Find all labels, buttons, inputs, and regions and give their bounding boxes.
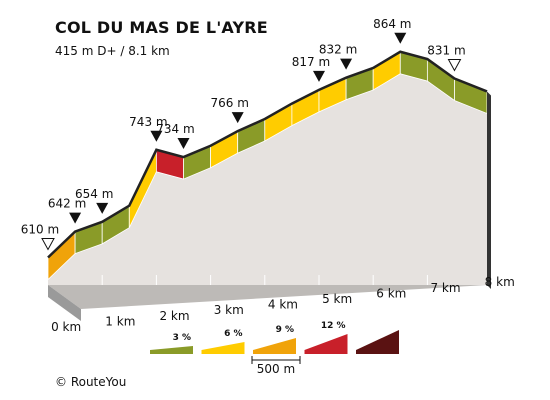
legend-swatch [304,334,348,354]
start-end-marker-icon [447,58,462,72]
elevation-label: 642 m [48,197,86,211]
elevation-label: 817 m [292,55,330,69]
elevation-label: 832 m [319,43,357,57]
chart-subtitle: 415 m D+ / 8.1 km [55,44,170,58]
summit-marker-icon [231,112,244,124]
km-label-group: 0 km 1 km 2 km 3 km 4 km 5 km 6 km 7 km 8 km [51,275,515,334]
start-end-marker-icon [41,238,55,251]
legend-grade-label: 6 % [224,329,242,339]
summit-marker-icon [312,70,325,82]
elevation-label: 654 m [75,187,113,201]
profile-base-left-edge [48,285,81,321]
km-tick-label: 3 km [214,303,244,317]
elevation-label: 734 m [156,122,194,136]
profile-top-group [47,50,488,281]
legend-distance-label: 500 m [257,362,295,376]
profile-side-group [48,91,491,321]
elevation-label: 743 m [129,115,167,129]
km-tick-label: 5 km [322,292,352,306]
summit-marker-icon [96,202,109,214]
summit-marker-icon [177,138,190,150]
profile-front-face [48,73,487,285]
legend-swatch [253,338,296,354]
legend-swatch [201,342,245,354]
km-tick-label: 1 km [105,314,135,328]
elevation-label: 610 m [21,223,59,237]
profile-top-outline [47,50,488,259]
profile-right-end [487,91,491,289]
km-tick-label: 7 km [430,281,460,295]
summit-marker-icon [150,130,163,142]
profile-base-top [48,285,487,309]
legend-swatch [150,346,193,354]
legend-swatch [356,330,399,354]
elevation-label: 831 m [427,43,465,57]
chart-title: COL DU MAS DE L'AYRE [55,18,268,37]
legend-grade-label: 12 % [321,321,346,331]
km-tick-label: 2 km [159,309,189,323]
km-tick-label: 8 km [485,275,515,289]
summit-marker-icon [340,58,353,70]
km-tick-label: 4 km [268,298,298,312]
summit-marker-icon [394,32,407,44]
elevation-label: 766 m [210,96,248,110]
summit-marker-icon [69,212,82,224]
km-tick-label: 0 km [51,320,81,334]
grade-legend: 3 % 6 % 9 % 12 % 500 m [150,321,399,376]
profile-face-group [48,73,487,285]
km-tick-label: 6 km [376,286,406,300]
legend-grade-label: 9 % [276,325,294,335]
elevation-label: 864 m [373,17,411,31]
legend-grade-label: 3 % [173,333,191,343]
copyright-text: © RouteYou [55,375,127,389]
